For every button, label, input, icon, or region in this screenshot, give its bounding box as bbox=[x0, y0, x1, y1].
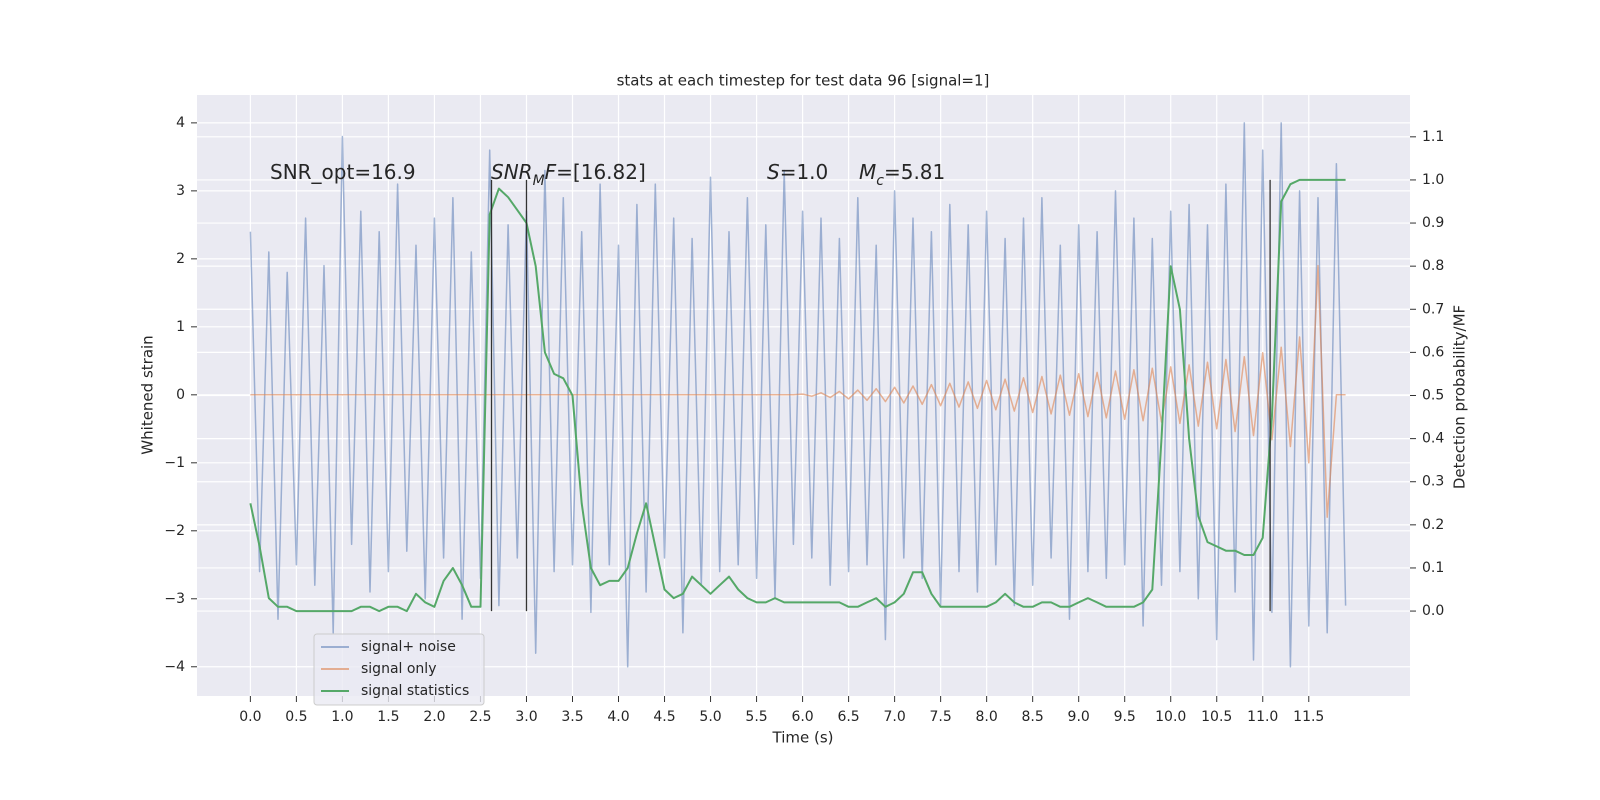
y-tick-label: 1 bbox=[176, 319, 185, 335]
y2-tick-label: 0.1 bbox=[1422, 560, 1444, 576]
annotation: SNR_opt=16.9 bbox=[270, 160, 416, 184]
y-tick-label: −2 bbox=[164, 523, 185, 539]
x-tick-label: 2.5 bbox=[469, 709, 491, 725]
x-tick-label: 1.0 bbox=[331, 709, 353, 725]
x-tick-label: 8.0 bbox=[976, 709, 998, 725]
series-line bbox=[249, 178, 1346, 613]
x-tick-label: 5.0 bbox=[699, 709, 721, 725]
annotation-part: M bbox=[859, 160, 876, 184]
x-tick-label: 3.0 bbox=[515, 709, 537, 725]
annotation-part: SNR bbox=[491, 160, 533, 184]
annotation-part: SNR_opt=16.9 bbox=[270, 160, 416, 184]
y-tick-label: −3 bbox=[164, 591, 185, 607]
x-tick-label: 4.5 bbox=[653, 709, 675, 725]
x-tick-label: 10.0 bbox=[1155, 709, 1186, 725]
legend-label: signal statistics bbox=[361, 683, 469, 699]
y-tick-label: 2 bbox=[176, 251, 185, 267]
annotation-part: c bbox=[876, 173, 884, 189]
x-tick-label: 6.5 bbox=[837, 709, 859, 725]
series-line bbox=[249, 122, 1347, 668]
y2-tick-label: 0.8 bbox=[1422, 258, 1444, 274]
x-tick-label: 7.0 bbox=[883, 709, 905, 725]
y2-tick-label: 0.7 bbox=[1422, 301, 1444, 317]
y2-axis-label: Detection probability/MF bbox=[1451, 305, 1469, 489]
annotation-part: =5.81 bbox=[884, 160, 945, 184]
x-tick-label: 11.5 bbox=[1293, 709, 1324, 725]
x-tick-label: 11.0 bbox=[1247, 709, 1278, 725]
y2-tick-label: 0.6 bbox=[1422, 344, 1444, 360]
x-tick-label: 7.5 bbox=[929, 709, 951, 725]
y2-tick-label: 0.0 bbox=[1422, 603, 1444, 619]
y-tick-label: 4 bbox=[176, 115, 185, 131]
x-tick-label: 9.5 bbox=[1114, 709, 1136, 725]
x-tick-label: 8.5 bbox=[1022, 709, 1044, 725]
annotation: SNRMF=[16.82] bbox=[491, 160, 646, 190]
y-axis-label: Whitened strain bbox=[139, 335, 157, 454]
annotation: Mc=5.81 bbox=[859, 160, 945, 190]
y2-tick-label: 1.0 bbox=[1422, 172, 1444, 188]
legend-label: signal+ noise bbox=[361, 639, 456, 655]
x-axis-label: Time (s) bbox=[772, 729, 834, 747]
x-tick-label: 1.5 bbox=[377, 709, 399, 725]
x-tick-label: 9.0 bbox=[1068, 709, 1090, 725]
x-tick-label: 5.5 bbox=[745, 709, 767, 725]
x-tick-label: 10.5 bbox=[1201, 709, 1232, 725]
legend-label: signal only bbox=[361, 661, 436, 677]
annotation-part: =[16.82] bbox=[556, 160, 646, 184]
y-tick-label: 3 bbox=[176, 183, 185, 199]
legend-box bbox=[313, 633, 485, 706]
annotation-part: =1.0 bbox=[780, 160, 829, 184]
y-tick-label: 0 bbox=[176, 387, 185, 403]
y-tick-label: −4 bbox=[164, 659, 185, 675]
y2-tick-label: 0.3 bbox=[1422, 474, 1444, 490]
annotation-part: F bbox=[545, 160, 557, 184]
x-tick-label: 2.0 bbox=[423, 709, 445, 725]
y2-tick-label: 0.2 bbox=[1422, 517, 1444, 533]
chart-title: stats at each timestep for test data 96 … bbox=[617, 72, 990, 90]
annotation-part: S bbox=[767, 160, 780, 184]
annotation: S=1.0 bbox=[767, 160, 828, 184]
y2-tick-label: 1.1 bbox=[1422, 129, 1444, 145]
x-tick-label: 4.0 bbox=[607, 709, 629, 725]
x-tick-label: 6.0 bbox=[791, 709, 813, 725]
y2-tick-label: 0.9 bbox=[1422, 215, 1444, 231]
y2-tick-label: 0.5 bbox=[1422, 388, 1444, 404]
x-tick-label: 3.5 bbox=[561, 709, 583, 725]
marks bbox=[249, 122, 1347, 668]
legend: signal+ noise signal only signal statistic… bbox=[313, 633, 485, 706]
annotation-part: M bbox=[533, 173, 545, 189]
y2-tick-label: 0.4 bbox=[1422, 431, 1444, 447]
y-tick-label: −1 bbox=[164, 455, 185, 471]
x-tick-label: 0.0 bbox=[239, 709, 261, 725]
x-tick-label: 0.5 bbox=[285, 709, 307, 725]
